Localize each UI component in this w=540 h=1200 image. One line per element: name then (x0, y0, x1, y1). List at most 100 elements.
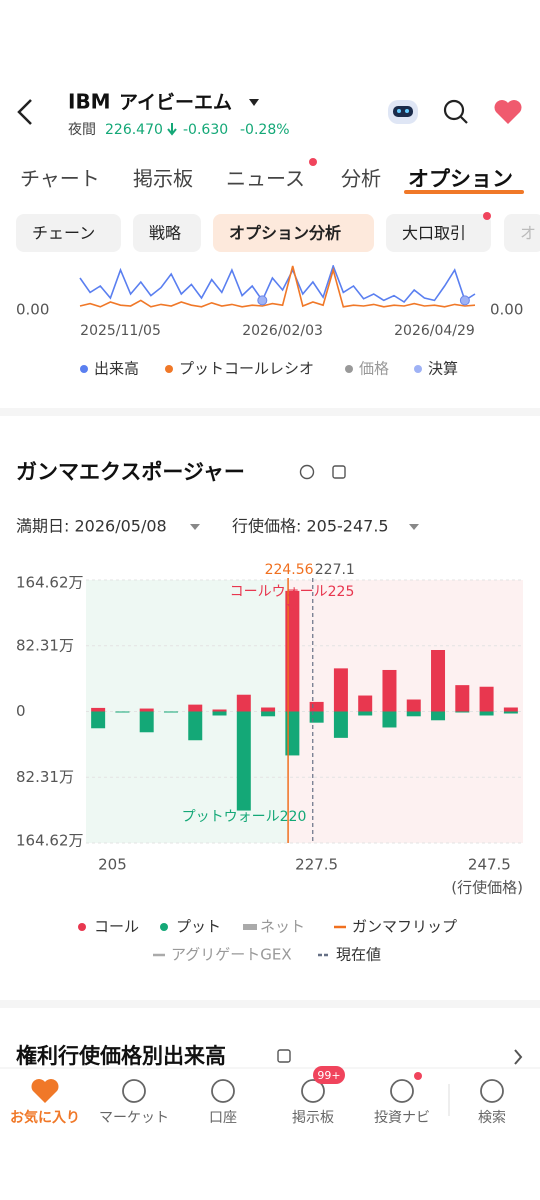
nav-dot (414, 1072, 422, 1080)
tab[interactable]: チャート (20, 167, 100, 191)
earnings-marker (459, 295, 470, 306)
info-icon[interactable] (299, 464, 315, 480)
bar (236, 711, 251, 811)
bar (188, 704, 203, 712)
put-wall-label: プットウォール220 (182, 809, 307, 825)
expiry-filter[interactable]: 満期日: 2026/05/08 (16, 517, 167, 536)
robot-face (393, 106, 413, 117)
chip[interactable] (133, 214, 201, 252)
legend-label[interactable]: プットコールレシオ (179, 360, 314, 378)
legend-label[interactable]: 現在値 (336, 946, 381, 964)
bar (115, 711, 130, 713)
robot-icon[interactable] (388, 100, 418, 124)
badge (313, 1066, 345, 1084)
bar (212, 709, 227, 712)
search-icon[interactable] (443, 99, 468, 124)
news-dot (309, 158, 317, 166)
call-wall-marker (287, 604, 297, 611)
nav-label[interactable]: マーケット (99, 1110, 169, 1126)
favorite-icon[interactable] (494, 100, 522, 124)
legend-label[interactable]: アグリゲートGEX (171, 946, 292, 964)
bar (431, 649, 446, 712)
y-tick-label: 82.31万 (16, 636, 74, 654)
y-tick-label: 0.00 (16, 301, 49, 319)
badge-label: 99+ (317, 1069, 340, 1082)
ticker: IBM (68, 90, 111, 114)
stock-name[interactable]: アイビーエム (119, 92, 232, 114)
y-tick-label: 164.62万 (16, 574, 84, 592)
legend-dot (78, 923, 86, 931)
chip[interactable] (386, 214, 491, 252)
bar (382, 669, 397, 712)
current-value-label: 227.1 (315, 562, 355, 578)
tab-underline (404, 190, 524, 194)
series-line (79, 265, 476, 308)
legend-label[interactable]: プット (176, 918, 221, 936)
bar (406, 711, 421, 717)
bar (188, 711, 203, 741)
tab[interactable]: 分析 (341, 167, 381, 191)
search-handle (460, 116, 468, 124)
bar (212, 711, 227, 716)
nav-label[interactable]: 口座 (209, 1110, 237, 1126)
y-tick-label: 164.62万 (16, 832, 84, 850)
bar (406, 699, 421, 712)
x-tick-label: 2025/11/05 (80, 323, 161, 339)
legend-label[interactable]: ネット (260, 918, 305, 936)
search-circle (443, 99, 465, 121)
legend-dot (345, 365, 353, 373)
legend-label[interactable]: コール (94, 918, 139, 936)
bar (309, 701, 324, 712)
chip-label[interactable]: オ (520, 224, 536, 243)
dropdown-icon[interactable] (190, 524, 200, 530)
chip-label[interactable]: 戦略 (149, 224, 181, 243)
nav-label[interactable]: お気に入り (10, 1109, 80, 1126)
nav-label[interactable]: 掲示板 (292, 1110, 334, 1126)
bar (91, 707, 106, 712)
bar (382, 711, 397, 728)
share-icon[interactable] (332, 465, 346, 479)
robot-eye (405, 109, 409, 113)
chip-label[interactable]: 大口取引 (402, 224, 466, 243)
robot-eye (397, 109, 401, 113)
chip[interactable] (504, 214, 540, 252)
y2-tick-label: 0.00 (490, 301, 523, 319)
legend-dot (160, 923, 168, 931)
legend-label[interactable]: 出来高 (94, 360, 139, 378)
nav-icon (301, 1079, 325, 1103)
nav-label[interactable]: 投資ナビ (374, 1110, 430, 1126)
legend-label[interactable]: ガンマフリップ (352, 918, 457, 936)
chevron[interactable] (514, 1049, 523, 1065)
share-icon[interactable] (277, 1049, 291, 1063)
gamma-flip-label: 224.56 (265, 562, 314, 578)
series-line (79, 265, 476, 304)
tab[interactable]: オプション (408, 167, 513, 191)
bar (455, 685, 470, 712)
y-tick-label: 82.31万 (16, 768, 74, 786)
legend-swatch (243, 924, 257, 930)
tab[interactable]: 掲示板 (133, 167, 193, 191)
dropdown-icon[interactable] (249, 99, 259, 106)
change: -0.630 (183, 122, 228, 138)
dropdown-icon[interactable] (409, 524, 419, 530)
legend-label[interactable]: 決算 (428, 360, 458, 378)
bar (358, 695, 373, 712)
bar (285, 711, 300, 756)
session: 夜間 (68, 122, 96, 138)
change-pct: -0.28% (240, 122, 290, 138)
strike-filter[interactable]: 行使価格: 205-247.5 (232, 517, 389, 536)
chip[interactable] (213, 214, 374, 252)
legend-label[interactable]: 価格 (359, 360, 389, 378)
tab[interactable]: ニュース (226, 167, 305, 191)
earnings-marker (257, 295, 268, 306)
chip-label[interactable]: オプション分析 (229, 224, 341, 243)
bar (309, 711, 324, 723)
nav-label[interactable]: 検索 (478, 1109, 506, 1126)
bar (479, 711, 494, 716)
back-button[interactable] (17, 99, 32, 125)
chip-label[interactable]: チェーン (32, 224, 95, 243)
nav-icon (31, 1079, 59, 1103)
bottom-nav (0, 1068, 540, 1200)
chip[interactable] (16, 214, 121, 252)
